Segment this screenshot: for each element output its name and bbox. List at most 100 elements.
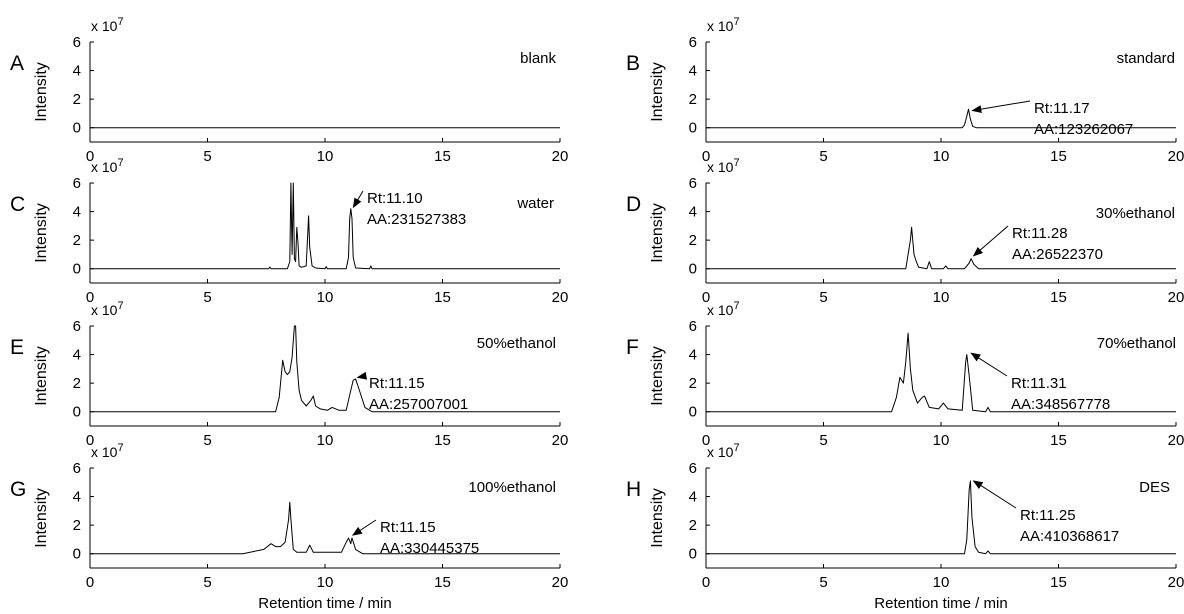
peak-area-label: AA:123262067 (1034, 121, 1133, 138)
x-tick-label: 20 (1168, 289, 1184, 306)
condition-label: 70%ethanol (1097, 335, 1176, 352)
condition-label: standard (1117, 50, 1175, 67)
peak-area-label: AA:330445375 (380, 540, 479, 557)
x-tick-label: 0 (702, 289, 710, 306)
peak-area-label: AA:26522370 (1012, 246, 1103, 263)
panel-letter: B (626, 52, 640, 75)
y-axis-label: Intensity (33, 203, 50, 263)
x-tick-label: 15 (434, 574, 451, 591)
y-tick-label: 0 (73, 261, 81, 278)
y-tick-label: 6 (73, 34, 81, 51)
y-tick-label: 6 (689, 460, 697, 477)
x-axis-label: Retention time / min (258, 595, 391, 612)
panel-letter: A (10, 52, 24, 75)
y-axis-label: Intensity (33, 488, 50, 548)
y-tick-label: 0 (689, 546, 697, 563)
y-axis-label: Intensity (649, 62, 666, 122)
y-tick-label: 2 (689, 517, 697, 534)
chromatogram-trace (706, 226, 1176, 270)
y-tick-label: 2 (689, 91, 697, 108)
y-tick-label: 6 (689, 318, 697, 335)
y-tick-label: 4 (689, 63, 697, 80)
x-tick-label: 15 (1050, 148, 1067, 165)
y-tick-label: 0 (73, 120, 81, 137)
x-tick-label: 5 (819, 289, 827, 306)
retention-time-label: Rt:11.25 (1020, 507, 1076, 524)
x-tick-label: 5 (203, 148, 211, 165)
x-tick-label: 5 (203, 574, 211, 591)
y-tick-label: 6 (689, 34, 697, 51)
x-tick-label: 15 (434, 148, 451, 165)
peak-area-label: AA:410368617 (1020, 528, 1119, 545)
peak-arrow (971, 100, 1031, 114)
x-tick-label: 20 (1168, 432, 1184, 449)
panel-e: 0 5 10 15 20 0 2 4 6 x 107 Intensity E 50%ethanol Rt:… (10, 300, 568, 449)
x-tick-label: 10 (933, 574, 950, 591)
scale-factor-label: x 107 (707, 16, 740, 34)
condition-label: blank (520, 50, 556, 67)
x-tick-label: 20 (552, 289, 569, 306)
y-tick-label: 4 (73, 489, 81, 506)
panel-letter: D (626, 193, 641, 216)
chromatogram-trace (706, 480, 1176, 555)
y-tick-label: 0 (689, 261, 697, 278)
peak-area-label: AA:257007001 (369, 396, 468, 413)
peak-area-label: AA:231527383 (367, 211, 466, 228)
peak-arrow (352, 190, 364, 209)
scale-factor-label: x 107 (91, 157, 124, 175)
x-tick-label: 0 (702, 148, 710, 165)
scale-factor-label: x 107 (91, 16, 124, 34)
panel-d: 0 5 10 15 20 0 2 4 6 x 107 Intensity D 30%ethanol Rt:… (626, 157, 1184, 306)
x-tick-label: 15 (1050, 432, 1067, 449)
y-tick-label: 4 (689, 204, 697, 221)
y-axis-label: Intensity (33, 346, 50, 406)
x-tick-label: 20 (552, 148, 569, 165)
y-axis-label: Intensity (649, 488, 666, 548)
scale-factor-label: x 107 (91, 300, 124, 318)
x-tick-label: 0 (702, 574, 710, 591)
x-tick-label: 20 (552, 432, 569, 449)
x-tick-label: 10 (933, 432, 950, 449)
x-tick-label: 15 (434, 289, 451, 306)
y-tick-label: 2 (73, 232, 81, 249)
chromatogram-trace (90, 182, 560, 270)
y-tick-label: 0 (73, 404, 81, 421)
x-tick-label: 20 (1168, 148, 1184, 165)
retention-time-label: Rt:11.15 (369, 375, 425, 392)
chromatogram-trace (90, 325, 560, 413)
panel-letter: C (10, 193, 25, 216)
panel-letter: H (626, 478, 641, 501)
x-tick-label: 5 (203, 432, 211, 449)
peak-arrow (970, 352, 1008, 377)
scale-factor-label: x 107 (707, 442, 740, 460)
y-tick-label: 4 (73, 63, 81, 80)
x-tick-label: 0 (86, 432, 94, 449)
y-tick-label: 4 (689, 489, 697, 506)
y-axis-label: Intensity (649, 203, 666, 263)
x-tick-label: 15 (1050, 289, 1067, 306)
y-tick-label: 2 (73, 517, 81, 534)
y-tick-label: 4 (73, 347, 81, 364)
peak-arrow (972, 480, 1017, 509)
y-tick-label: 0 (73, 546, 81, 563)
panel-a: 0 5 10 15 20 0 2 4 6 x 107 Intensity A blank (10, 16, 568, 165)
y-tick-label: 2 (689, 232, 697, 249)
x-tick-label: 5 (819, 148, 827, 165)
y-tick-label: 0 (689, 404, 697, 421)
x-tick-label: 0 (86, 148, 94, 165)
x-tick-label: 0 (702, 432, 710, 449)
x-tick-label: 10 (933, 148, 950, 165)
y-tick-label: 2 (73, 91, 81, 108)
peak-area-label: AA:348567778 (1011, 396, 1110, 413)
y-tick-label: 0 (689, 120, 697, 137)
y-axis-label: Intensity (649, 346, 666, 406)
panel-letter: F (626, 336, 639, 359)
x-tick-label: 10 (317, 432, 334, 449)
chromatogram-trace (706, 108, 1176, 129)
condition-label: 30%ethanol (1096, 205, 1175, 222)
peak-arrow (352, 519, 377, 536)
panel-letter: E (10, 336, 24, 359)
x-tick-label: 5 (819, 574, 827, 591)
panel-g: 0 5 10 15 20 0 2 4 6 x 107 Intensity G 100%ethanol Re… (10, 442, 568, 612)
